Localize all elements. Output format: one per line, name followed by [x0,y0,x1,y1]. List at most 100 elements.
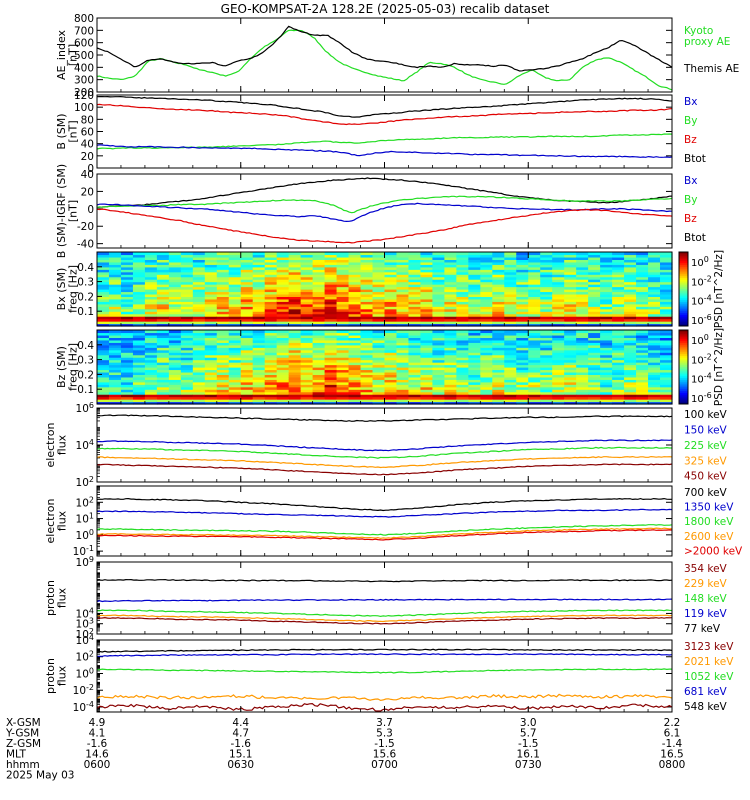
spectrogram-cell [180,271,194,275]
spectrogram-cell [624,264,637,268]
spectrogram-cell [456,359,469,363]
spectrogram-cell [504,386,517,390]
spectrogram-cell [408,376,422,380]
spectrogram-cell [252,352,266,356]
legend-entry: 325 keV [684,455,728,467]
spectrogram-cell [240,330,254,334]
spectrogram-cell [384,316,398,320]
spectrogram-cell [468,269,481,273]
spectrogram-cell [504,342,517,346]
spectrogram-cell [252,389,266,393]
spectrogram-cell [372,264,386,268]
spectrogram-cell [552,391,565,395]
spectrogram-cell [576,266,589,270]
spectrogram-cell [348,289,362,293]
spectrogram-cell [468,264,481,268]
spectrogram-cell [168,264,182,268]
spectrogram-cell [348,284,362,288]
spectrogram-cell [276,354,290,358]
spectrogram-cell [564,254,577,258]
spectrogram-cell [588,374,601,378]
spectrogram-cell [240,256,254,260]
spectrogram-cell [264,386,278,390]
spectrogram-cell [108,389,122,393]
spectrogram-cell [348,298,362,302]
spectrogram-cell [216,352,230,356]
spectrogram-cell [516,359,529,363]
spectrogram-cell [432,379,445,383]
spectrogram-cell [168,396,182,400]
spectrogram-cell [348,286,362,290]
spectrogram-cell [540,376,553,380]
y-tick-label: 100 [76,666,94,680]
spectrogram-cell [264,347,278,351]
spectrogram-cell [97,389,110,393]
spectrogram-cell [576,339,589,343]
spectrogram-cell [336,330,350,334]
spectrogram-cell [192,284,206,288]
spectrogram-cell [144,330,158,334]
spectrogram-cell [228,330,242,334]
spectrogram-cell [384,271,398,275]
spectrogram-cell [324,254,338,258]
spectrogram-cell [540,379,553,383]
spectrogram-cell [168,301,182,305]
spectrogram-cell [564,396,577,400]
spectrogram-cell [348,374,362,378]
spectrogram-cell [180,399,194,403]
spectrogram-cell [588,357,601,361]
spectrogram-cell [228,354,242,358]
spectrogram-cell [600,311,613,315]
spectrogram-cell [276,264,290,268]
spectrogram-cell [552,401,565,405]
spectrogram-cell [420,337,434,341]
spectrogram-cell [660,347,673,351]
spectrogram-cell [540,352,553,356]
spectrogram-cell [180,384,194,388]
spectrogram-cell [636,369,649,373]
spectrogram-cell [300,284,314,288]
spectrogram-cell [480,284,493,288]
spectrogram-cell [312,321,326,325]
spectrogram-cell [420,323,434,327]
spectrogram-cell [552,259,565,263]
spectrogram-cell [540,313,553,317]
spectrogram-cell [348,264,362,268]
y-axis-label: protonflux [44,580,69,616]
spectrogram-cell [420,298,434,302]
spectrogram-cell [144,279,158,283]
spectrogram-cell [97,276,110,280]
spectrogram-cell [156,271,170,275]
spectrogram-cell [276,362,290,366]
spectrogram-cell [636,381,649,385]
series-line [97,609,673,618]
spectrogram-cell [492,306,505,310]
spectrogram-cell [480,298,493,302]
spectrogram-cell [504,339,517,343]
spectrogram-cell [456,344,469,348]
spectrogram-cell [480,352,493,356]
spectrogram-cell [360,252,374,256]
spectrogram-cell [576,376,589,380]
spectrogram-cell [396,384,410,388]
spectrogram-cell [396,284,410,288]
spectrogram-cell [648,349,661,353]
spectrogram-cell [624,367,637,371]
spectrogram-cell [276,347,290,351]
spectrogram-cell [504,376,517,380]
spectrogram-cell [360,342,374,346]
spectrogram-cell [516,357,529,361]
spectrogram-cell [612,349,625,353]
spectrogram-cell [384,334,398,338]
spectrogram-cell [480,330,493,334]
spectrogram-cell [468,347,481,351]
spectrogram-cell [168,399,182,403]
spectrogram-cell [600,261,613,265]
spectrogram-cell [97,269,110,273]
spectrogram-cell [288,357,302,361]
spectrogram-cell [468,389,481,393]
spectrogram-cell [324,386,338,390]
spectrogram-cell [456,323,469,327]
spectrogram-cell [324,318,338,322]
